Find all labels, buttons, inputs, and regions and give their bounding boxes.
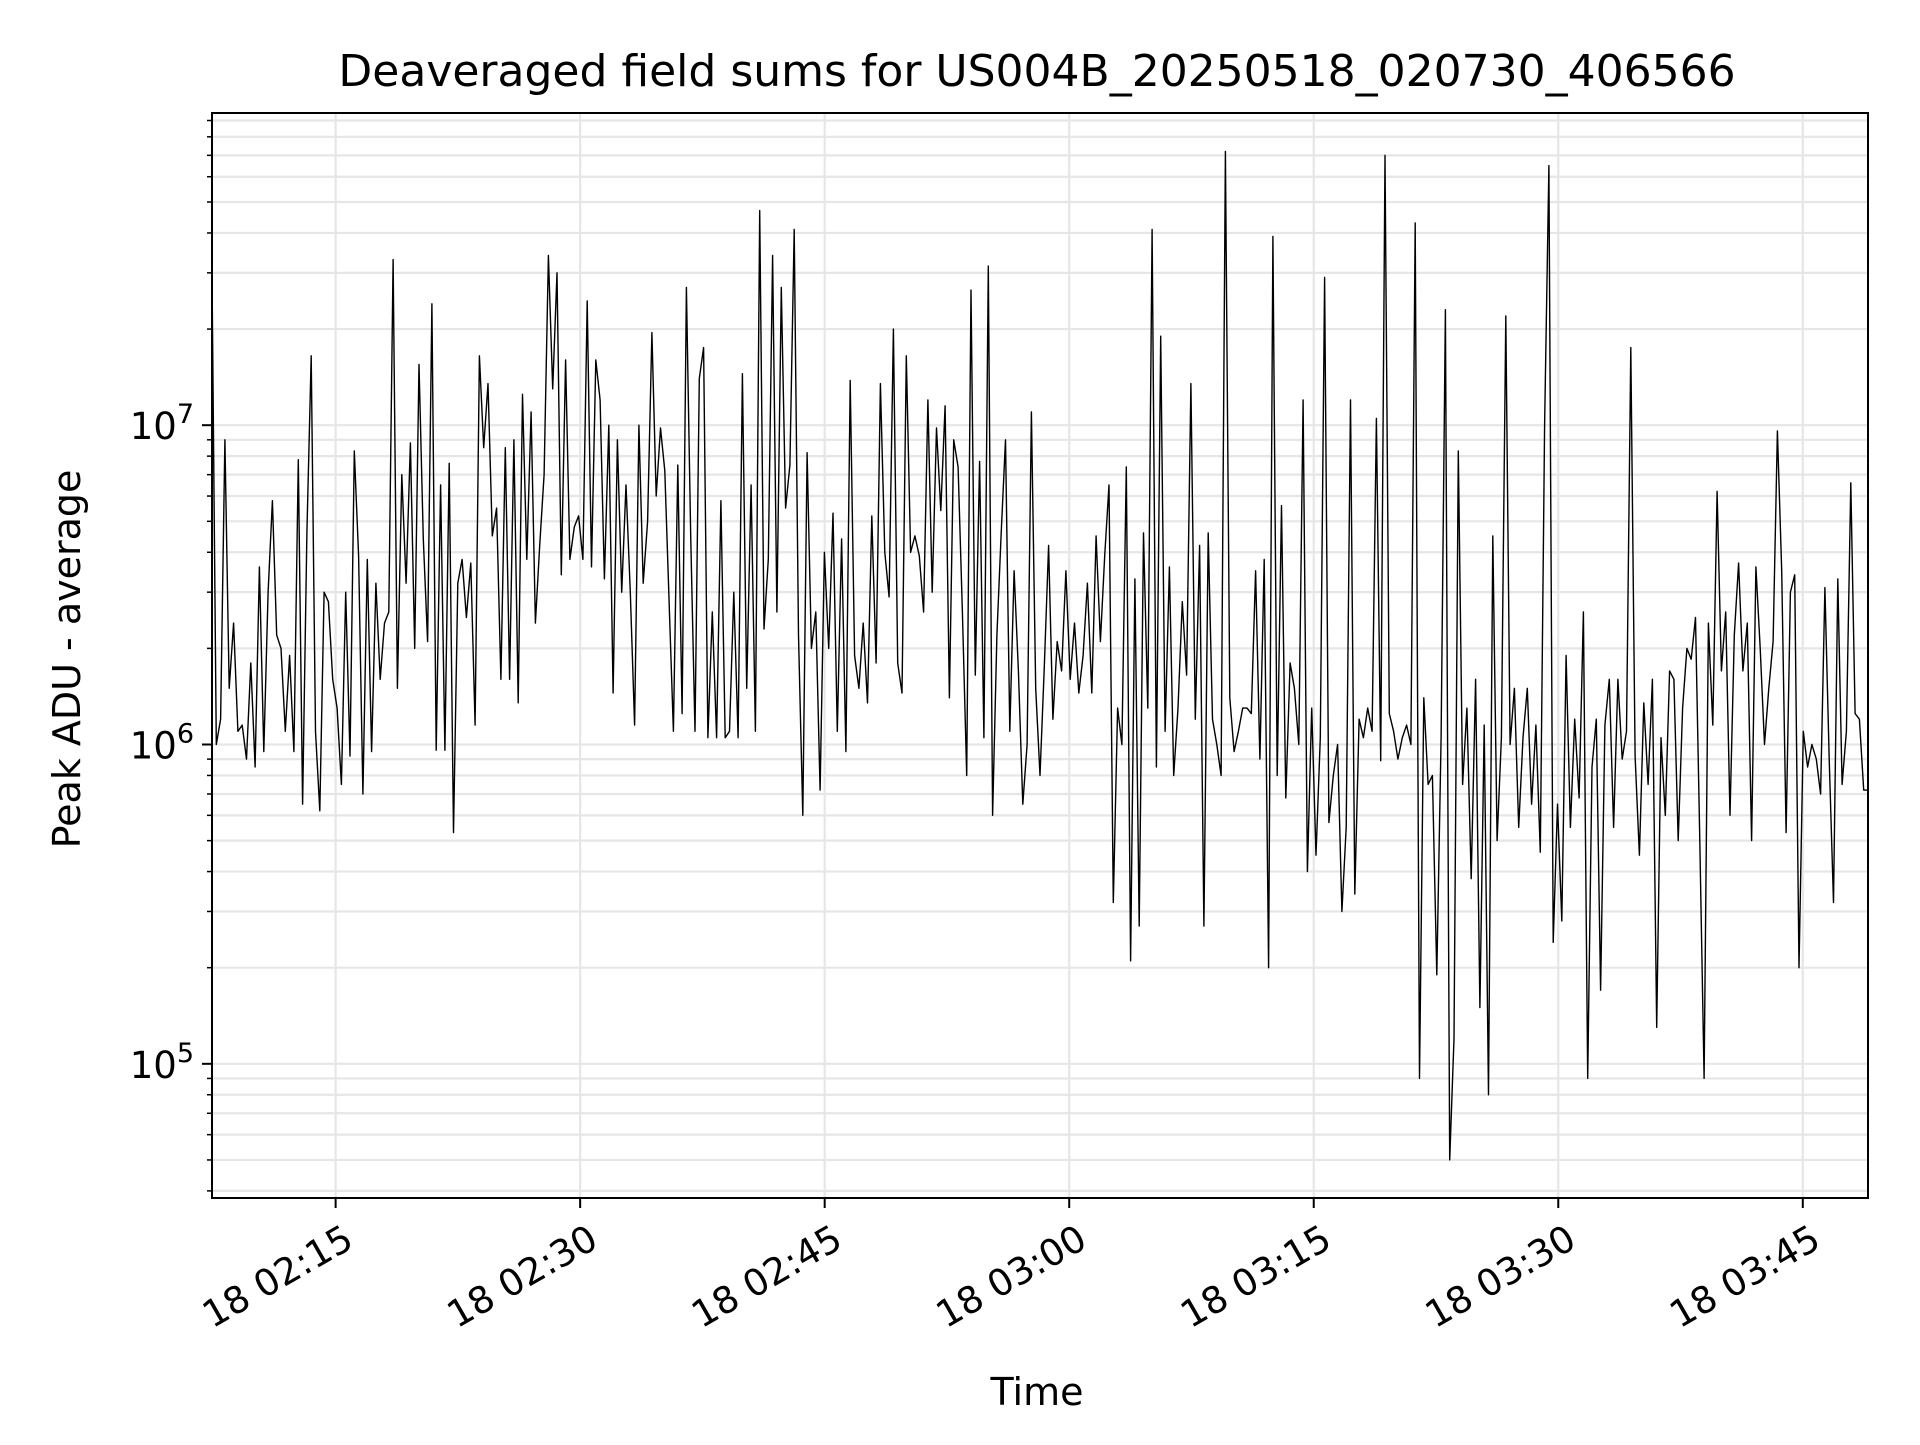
x-axis-label: Time: [990, 1370, 1084, 1414]
data-series-line: [211, 150, 1868, 1161]
y-tick-label: 106: [130, 719, 194, 768]
data-line-layer: [211, 150, 1868, 1161]
y-tick-label: 107: [130, 399, 194, 448]
chart-title: Deaveraged field sums for US004B_2025051…: [338, 46, 1735, 97]
y-tick-label: 105: [130, 1038, 194, 1087]
plot-area-frame: [211, 112, 1869, 1199]
y-axis-label: Peak ADU - average: [45, 470, 89, 849]
